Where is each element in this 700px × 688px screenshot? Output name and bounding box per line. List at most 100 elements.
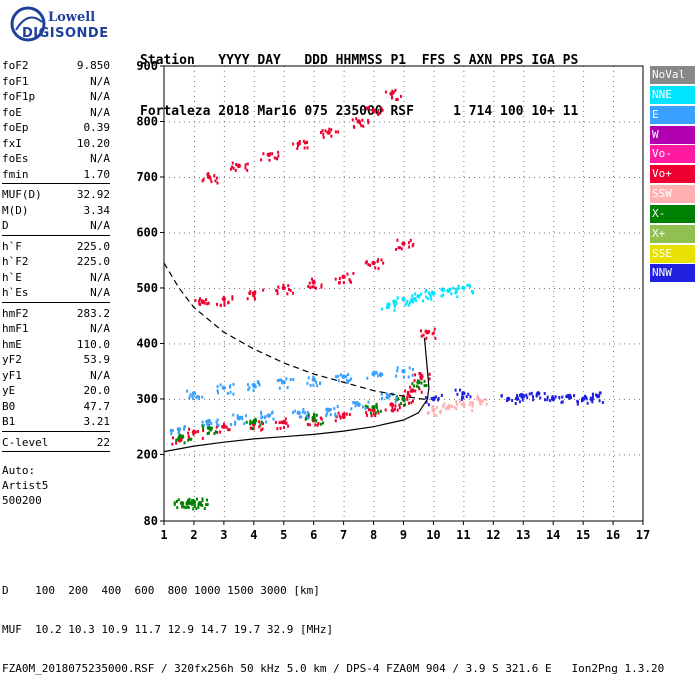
grid-dot: [193, 441, 195, 442]
trace-speckle: [285, 377, 288, 381]
grid-dot: [493, 106, 495, 107]
param-name: fxI: [2, 136, 22, 150]
grid-dot: [223, 376, 225, 377]
grid-dot: [313, 81, 315, 82]
grid-dot: [193, 166, 195, 167]
grid-dot: [523, 511, 525, 512]
trace-speckle: [231, 295, 234, 299]
grid-dot: [343, 71, 345, 72]
grid-dot: [253, 241, 255, 242]
grid-dot: [253, 201, 255, 202]
param-name: B0: [2, 399, 16, 413]
grid-dot: [583, 411, 585, 412]
grid-dot: [613, 441, 615, 442]
grid-dot: [403, 246, 405, 247]
grid-dot: [463, 481, 465, 482]
grid-dot: [229, 454, 230, 456]
trace-speckle: [305, 141, 308, 145]
trace-speckle: [198, 297, 201, 301]
trace-speckle: [384, 90, 387, 94]
grid-dot: [463, 306, 465, 307]
grid-dot: [223, 201, 225, 202]
grid-dot: [489, 176, 490, 178]
grid-dot: [304, 287, 305, 289]
trace-speckle: [254, 417, 257, 421]
grid-dot: [553, 446, 555, 447]
grid-dot: [604, 454, 605, 456]
grid-dot: [253, 516, 255, 517]
grid-dot: [253, 411, 255, 412]
trace-speckle: [282, 425, 285, 429]
grid-dot: [313, 311, 315, 312]
grid-dot: [553, 206, 555, 207]
grid-dot: [343, 171, 345, 172]
grid-dot: [463, 456, 465, 457]
grid-dot: [373, 76, 375, 77]
grid-dot: [269, 454, 270, 456]
grid-dot: [209, 398, 210, 400]
grid-dot: [253, 76, 255, 77]
grid-dot: [209, 121, 210, 123]
trace-speckle: [423, 384, 426, 388]
trace-speckle: [247, 388, 250, 392]
grid-dot: [223, 441, 225, 442]
legend-entry: NoVal: [650, 66, 695, 84]
grid-dot: [193, 226, 195, 227]
trace-point: [296, 410, 301, 415]
grid-dot: [343, 186, 345, 187]
grid-dot: [324, 121, 325, 123]
grid-dot: [343, 221, 345, 222]
trace-speckle: [201, 179, 204, 183]
grid-dot: [343, 486, 345, 487]
grid-dot: [629, 176, 630, 178]
trace-speckle: [202, 426, 205, 430]
grid-dot: [223, 516, 225, 517]
grid-dot: [193, 366, 195, 367]
grid-dot: [253, 226, 255, 227]
trace-speckle: [289, 288, 292, 292]
grid-dot: [403, 136, 405, 137]
grid-dot: [613, 336, 615, 337]
trace-speckle: [317, 421, 320, 425]
trace-speckle: [187, 434, 190, 438]
trace-speckle: [465, 395, 468, 399]
grid-dot: [474, 232, 475, 234]
grid-dot: [553, 361, 555, 362]
trace-speckle: [306, 381, 309, 385]
grid-dot: [433, 516, 435, 517]
grid-dot: [334, 454, 335, 456]
trace-speckle: [453, 405, 456, 409]
grid-dot: [463, 476, 465, 477]
grid-dot: [493, 401, 495, 402]
grid-dot: [403, 491, 405, 492]
trace-speckle: [366, 405, 369, 409]
trace-point: [266, 413, 271, 418]
trace-speckle: [402, 375, 405, 379]
grid-dot: [463, 161, 465, 162]
grid-dot: [193, 316, 195, 317]
grid-dot: [523, 101, 525, 102]
grid-dot: [583, 256, 585, 257]
trace-speckle: [360, 124, 363, 128]
grid-dot: [403, 311, 405, 312]
grid-dot: [214, 232, 215, 234]
grid-dot: [493, 196, 495, 197]
grid-dot: [553, 101, 555, 102]
trace-speckle: [591, 400, 594, 404]
grid-dot: [579, 343, 580, 345]
trace-speckle: [543, 398, 546, 402]
grid-dot: [429, 232, 430, 234]
grid-dot: [433, 71, 435, 72]
grid-dot: [279, 454, 280, 456]
grid-dot: [599, 287, 600, 289]
trace-speckle: [177, 437, 180, 441]
grid-dot: [343, 236, 345, 237]
grid-dot: [214, 398, 215, 400]
grid-dot: [253, 481, 255, 482]
grid-dot: [523, 386, 525, 387]
trace-speckle: [456, 402, 459, 406]
trace-speckle: [282, 283, 285, 287]
trace-speckle: [516, 393, 519, 397]
param-row: h`F2 225.0: [2, 254, 110, 270]
grid-dot: [289, 232, 290, 234]
